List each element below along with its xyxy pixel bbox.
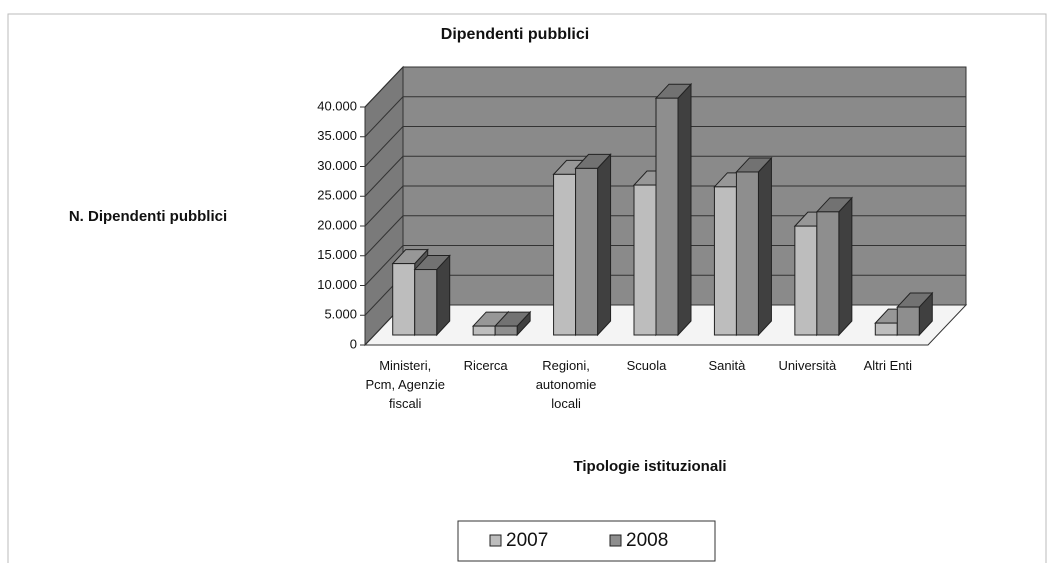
y-tick-label: 5.000: [324, 307, 357, 322]
bar-side: [597, 153, 612, 337]
chart-title: Dipendenti pubblici: [441, 26, 589, 43]
legend-label: 2008: [626, 530, 668, 551]
bar-front: [896, 306, 920, 336]
bar: [815, 196, 854, 337]
grid-line: [364, 126, 404, 167]
bar: [413, 254, 451, 337]
legend-swatch: [489, 534, 502, 547]
grid-line: [364, 215, 404, 257]
bar-front: [735, 171, 759, 336]
grid-line: [364, 96, 404, 138]
y-tick-label: 15.000: [317, 247, 357, 262]
x-tick-label: Scuola: [626, 358, 667, 373]
bar-front: [794, 225, 818, 336]
y-tick-label: 20.000: [317, 217, 357, 232]
y-axis-title: N. Dipendenti pubblici: [68, 208, 228, 225]
y-tick-label: 10.000: [317, 277, 357, 292]
x-tick-label: Ricerca: [463, 358, 508, 373]
y-tick-label: 0: [350, 336, 357, 351]
bar-front: [392, 263, 416, 336]
y-tick-label: 40.000: [317, 98, 357, 113]
bar-front: [553, 173, 577, 336]
bar-front: [472, 325, 496, 336]
bar-front: [874, 322, 898, 336]
bar-side: [838, 196, 853, 337]
bar-front: [816, 211, 840, 336]
bar: [896, 291, 934, 337]
bar-front: [414, 269, 438, 336]
bar: [574, 153, 612, 337]
grid-line: [364, 185, 404, 227]
y-tick-label: 25.000: [317, 188, 357, 203]
x-tick-label: Altri Enti: [863, 358, 912, 373]
x-tick-label: Regioni, autonomie locali: [535, 358, 597, 411]
grid-line: [364, 155, 404, 197]
y-tick-label: 30.000: [317, 158, 357, 173]
x-tick-label: Università: [778, 358, 837, 373]
grid-line: [364, 66, 404, 108]
x-tick-label: Ministeri, Pcm, Agenzie fiscali: [365, 358, 445, 411]
grid-line: [364, 245, 404, 286]
legend-box: [457, 520, 716, 562]
bar: [493, 310, 532, 337]
x-axis-title: Tipologie istituzionali: [573, 458, 726, 475]
bar: [735, 156, 773, 337]
chart-frame: [7, 13, 1047, 563]
legend-label: 2007: [506, 530, 548, 551]
bar-side: [757, 156, 772, 337]
bar-front: [713, 186, 737, 336]
legend-swatch: [609, 534, 622, 547]
bar-side: [677, 82, 692, 337]
x-tick-label: Sanità: [708, 358, 746, 373]
y-tick-label: 35.000: [317, 128, 357, 143]
bar-front: [575, 167, 599, 336]
bar-front: [655, 97, 679, 336]
bar: [654, 82, 693, 337]
bar-front: [494, 325, 518, 336]
bar-front: [633, 184, 657, 336]
